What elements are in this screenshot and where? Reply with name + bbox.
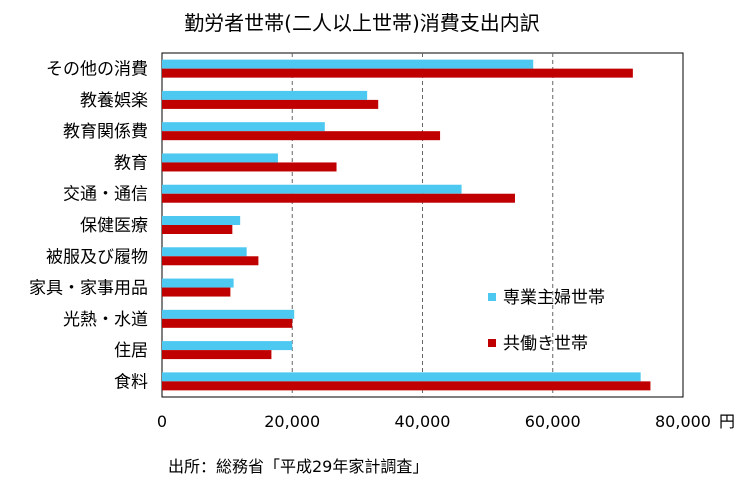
bar (162, 184, 462, 194)
bar (162, 247, 247, 257)
category-label: 被服及び履物 (46, 247, 148, 267)
x-tick-labels: 0 20,000 40,000 60,000 80,000 (157, 412, 711, 431)
category-label: 教育 (114, 153, 148, 173)
category-label: 教育関係費 (63, 122, 148, 142)
category-label: その他の消費 (46, 60, 148, 80)
bar (162, 309, 295, 319)
category-label: 光熱・水道 (63, 310, 148, 330)
tick-label: 40,000 (395, 412, 451, 431)
bar (162, 287, 231, 297)
category-label: 家具・家事用品 (29, 279, 148, 299)
category-label: 食料 (114, 372, 148, 392)
legend-swatch (488, 293, 496, 301)
legend-swatch (488, 339, 496, 347)
bar (162, 99, 379, 109)
x-axis-unit: 円 (719, 412, 735, 431)
bar (162, 131, 441, 141)
bar (162, 59, 534, 69)
source-note: 出所：総務省「平成29年家計調査」 (168, 457, 428, 476)
bar (162, 68, 633, 78)
tick-label: 0 (157, 412, 167, 431)
bar (162, 153, 278, 163)
bar (162, 372, 641, 382)
tick-label: 80,000 (655, 412, 711, 431)
grid-lines (291, 53, 554, 397)
category-label: 交通・通信 (63, 185, 148, 205)
bar (162, 162, 337, 172)
category-label: 保健医療 (80, 216, 148, 236)
category-label: 教養娯楽 (80, 91, 148, 111)
bars (162, 59, 651, 391)
category-label: 住居 (114, 341, 148, 361)
bar (162, 122, 325, 132)
bar (162, 350, 272, 360)
chart-title: 勤労者世帯(二人以上世帯)消費支出内訳 (184, 11, 540, 35)
category-labels: その他の消費教養娯楽教育関係費教育交通・通信保健医療被服及び履物家具・家事用品光… (29, 60, 148, 393)
bar (162, 341, 293, 351)
tick-label: 20,000 (264, 412, 320, 431)
legend-label: 共働き世帯 (503, 334, 588, 354)
tick-label: 60,000 (525, 412, 581, 431)
bar (162, 318, 293, 328)
bar (162, 256, 259, 266)
legend-label: 専業主婦世帯 (503, 288, 605, 308)
bar (162, 381, 651, 391)
bar (162, 225, 233, 234)
bar (162, 90, 368, 100)
bar (162, 278, 234, 288)
bar (162, 193, 515, 203)
bar (162, 216, 241, 225)
